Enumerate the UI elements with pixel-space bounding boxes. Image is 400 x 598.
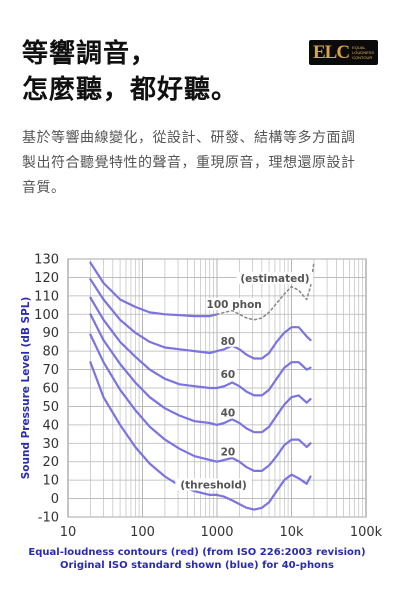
caption-line-1: Equal-loudness contours (red) (from ISO …: [28, 547, 365, 558]
contour-series: [89, 261, 315, 511]
y-tick-label: 20: [42, 455, 59, 470]
y-tick-label: -10: [38, 511, 59, 526]
contour-labels: (estimated) 100 phon 80 60 40 20 (threshold): [175, 272, 314, 492]
y-tick-label: 40: [42, 418, 59, 433]
series-line: [89, 261, 219, 318]
x-tick-labels: 10 100 1000 10k 100k: [60, 525, 383, 540]
elc-logo-mark: ELC: [313, 42, 350, 63]
y-axis-label: Sound Pressure Level (dB SPL): [20, 297, 32, 480]
series-line: [89, 313, 312, 434]
series-line: [89, 333, 312, 472]
headline: 等響調音， 怎麼聽，都好聽。: [22, 36, 238, 108]
description-line-2: 製出符合聽覺特性的聲音，重現原音，理想還原設計: [22, 155, 356, 171]
series-line: [89, 296, 312, 397]
elc-logo-badge: ELC EQUAL LOUDNESS CONTOUR: [309, 40, 378, 65]
series-label-bg: [219, 367, 237, 380]
series-label-bg: [219, 406, 237, 419]
elc-logo-text: EQUAL LOUDNESS CONTOUR: [352, 45, 375, 60]
description: 基於等響曲線變化，從設計、研發、結構等多方面調 製出符合聽覺特性的聲音，重現原音…: [22, 126, 382, 201]
y-tick-label: 10: [42, 474, 59, 489]
x-tick-label: 100: [130, 525, 155, 540]
y-tick-label: 120: [34, 271, 59, 286]
x-tick-label: 10: [60, 525, 77, 540]
series-label-bg: [175, 478, 252, 491]
series-label: (threshold): [180, 480, 246, 492]
y-tick-label: 30: [42, 437, 59, 452]
y-tick-label: 70: [42, 363, 59, 378]
series-label-bg: [219, 334, 237, 347]
caption-line-2: Original ISO standard shown (blue) for 4…: [60, 560, 334, 571]
y-tick-label: 80: [42, 345, 59, 360]
y-tick-label: 110: [34, 289, 59, 304]
x-tick-label: 10k: [279, 525, 304, 540]
series-label-bg: [219, 445, 237, 458]
x-tick-label: 100k: [350, 525, 383, 540]
description-line-3: 音質。: [22, 180, 66, 196]
series-label: 20: [221, 446, 236, 458]
y-tick-label: 0: [51, 492, 59, 507]
series-label: (estimated): [240, 273, 309, 285]
y-tick-label: 60: [42, 382, 59, 397]
series-line-estimated: [216, 261, 315, 321]
y-tick-label: 90: [42, 326, 59, 341]
description-line-1: 基於等響曲線變化，從設計、研發、結構等多方面調: [22, 130, 356, 146]
series-line: [89, 361, 312, 511]
y-tick-label: 50: [42, 400, 59, 415]
series-label-bg: [236, 272, 314, 285]
x-tick-label: 1000: [200, 525, 233, 540]
y-tick-label: 100: [34, 308, 59, 323]
series-label: 60: [221, 369, 236, 381]
headline-line-2: 怎麼聽，都好聽。: [22, 75, 239, 105]
y-tick-label: 130: [34, 253, 59, 268]
series-label: 80: [221, 336, 236, 348]
series-label-bg: [205, 297, 263, 310]
series-label: 100 phon: [207, 299, 262, 311]
series-label: 40: [221, 408, 236, 420]
headline-line-1: 等響調音，: [22, 39, 158, 69]
